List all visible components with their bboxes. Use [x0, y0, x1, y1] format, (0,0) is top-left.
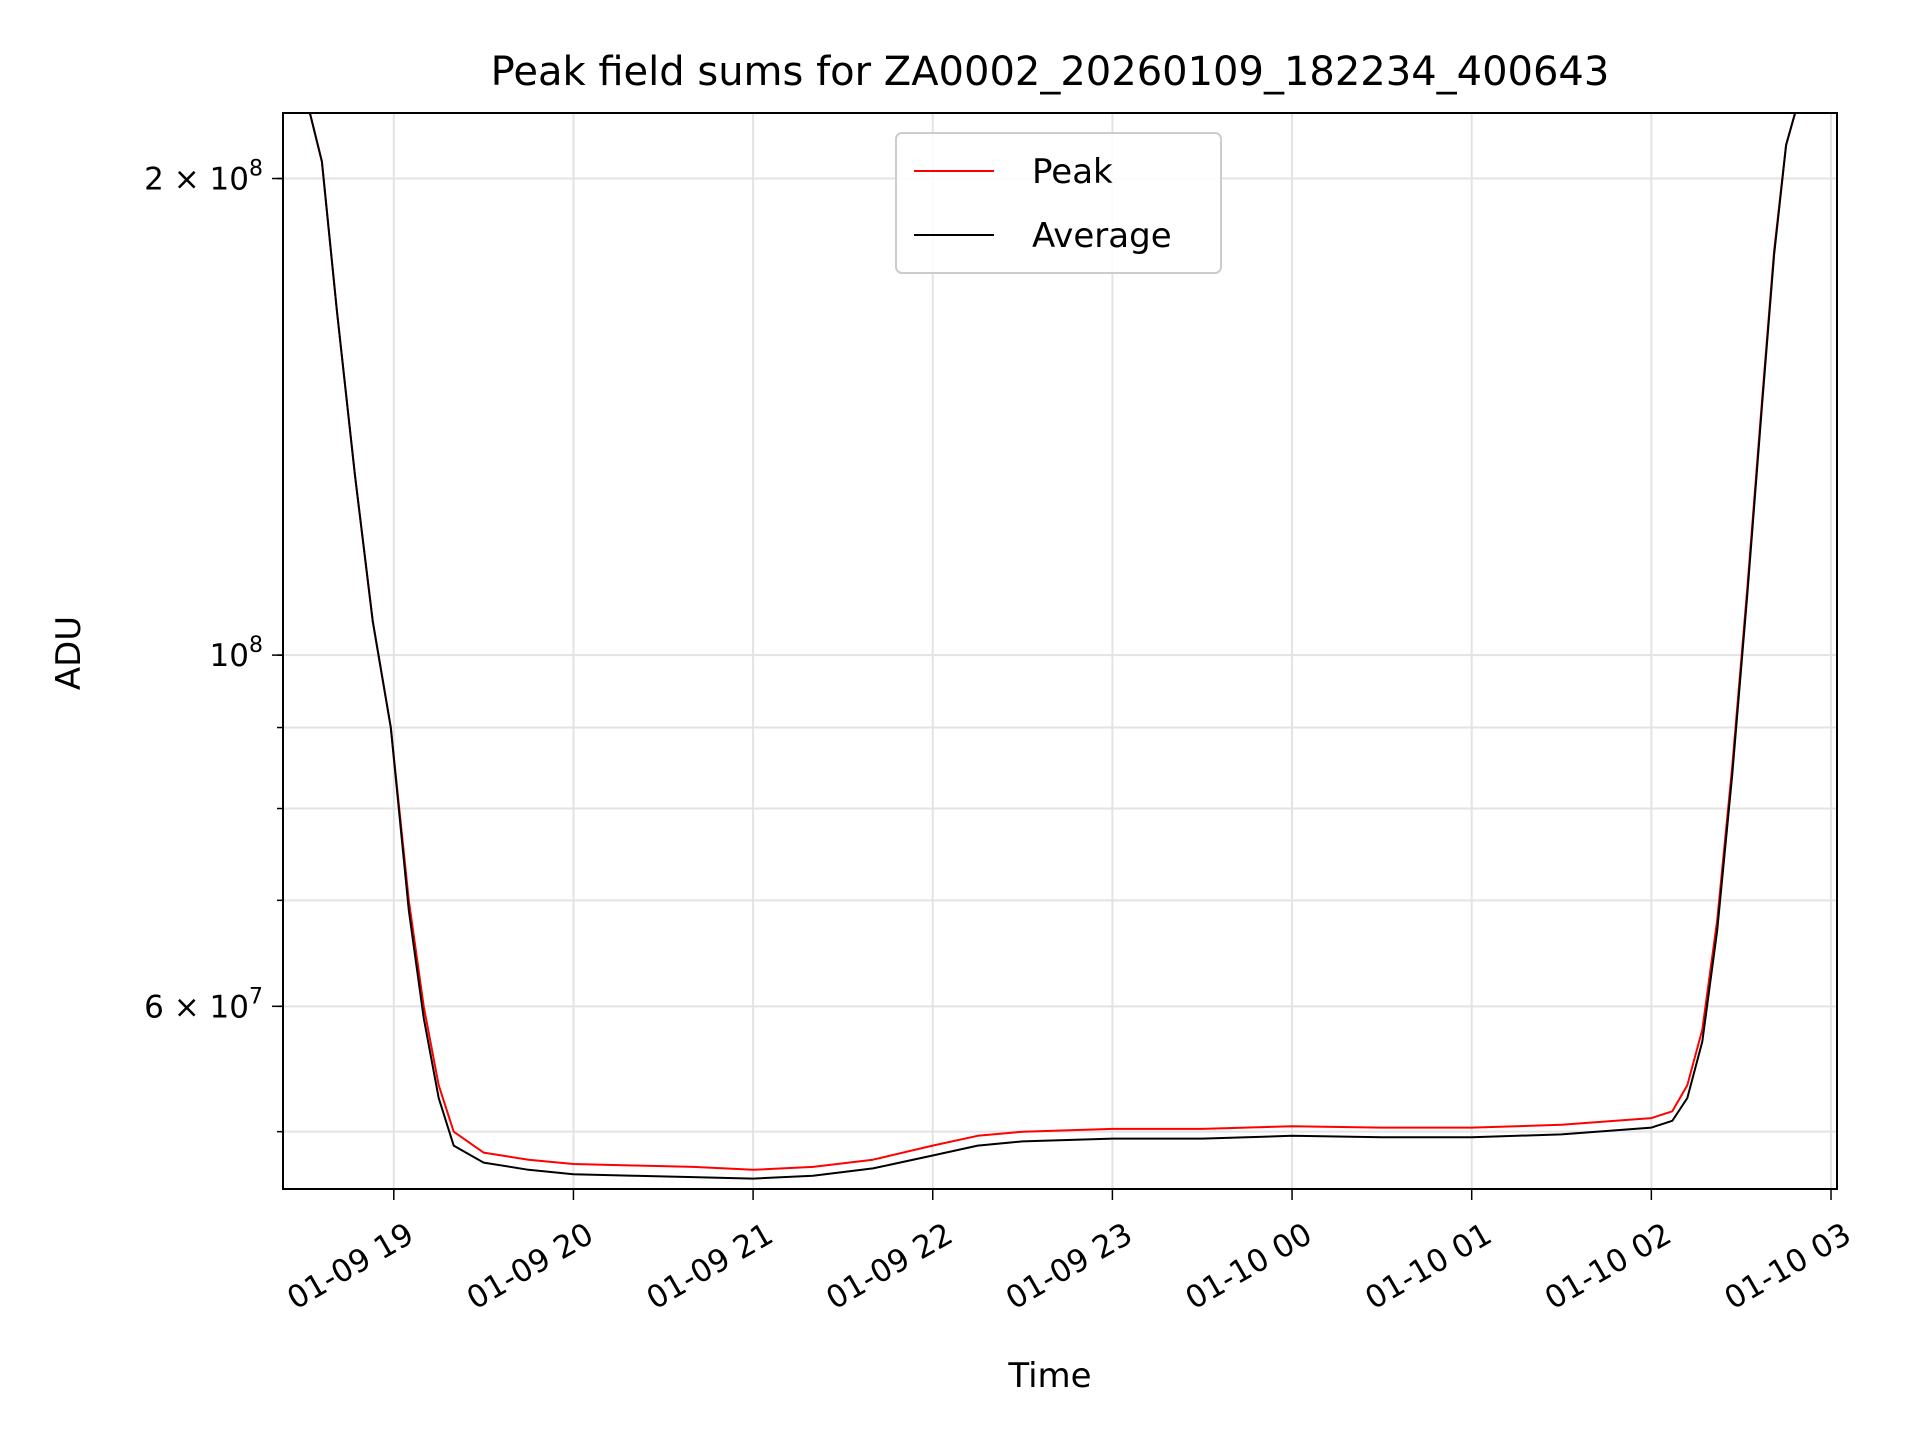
y-tick-label: 108: [210, 633, 263, 674]
series-line-average: [283, 113, 1837, 1180]
x-axis-label: Time: [1007, 1356, 1091, 1396]
legend-label-average: Average: [1032, 216, 1172, 256]
plot-frame: [282, 112, 1838, 1190]
chart-title: Peak field sums for ZA0002_20260109_1822…: [491, 49, 1610, 95]
legend-box: [895, 132, 1222, 274]
y-axis-label: ADU: [49, 616, 89, 690]
legend-label-peak: Peak: [1032, 152, 1113, 192]
y-tick-label: 6 × 107: [144, 984, 263, 1025]
y-tick-label: 2 × 108: [144, 157, 263, 198]
